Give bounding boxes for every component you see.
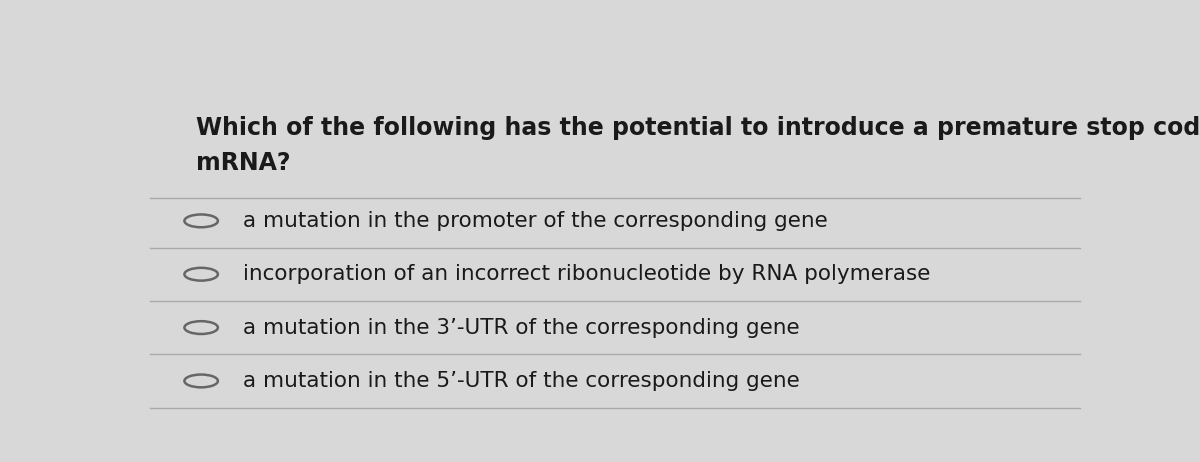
Text: Which of the following has the potential to introduce a premature stop codon int: Which of the following has the potential… <box>197 116 1200 175</box>
Text: a mutation in the 3’-UTR of the corresponding gene: a mutation in the 3’-UTR of the correspo… <box>242 317 799 338</box>
Text: a mutation in the promoter of the corresponding gene: a mutation in the promoter of the corres… <box>242 211 828 231</box>
Text: a mutation in the 5’-UTR of the corresponding gene: a mutation in the 5’-UTR of the correspo… <box>242 371 799 391</box>
Text: incorporation of an incorrect ribonucleotide by RNA polymerase: incorporation of an incorrect ribonucleo… <box>242 264 930 284</box>
